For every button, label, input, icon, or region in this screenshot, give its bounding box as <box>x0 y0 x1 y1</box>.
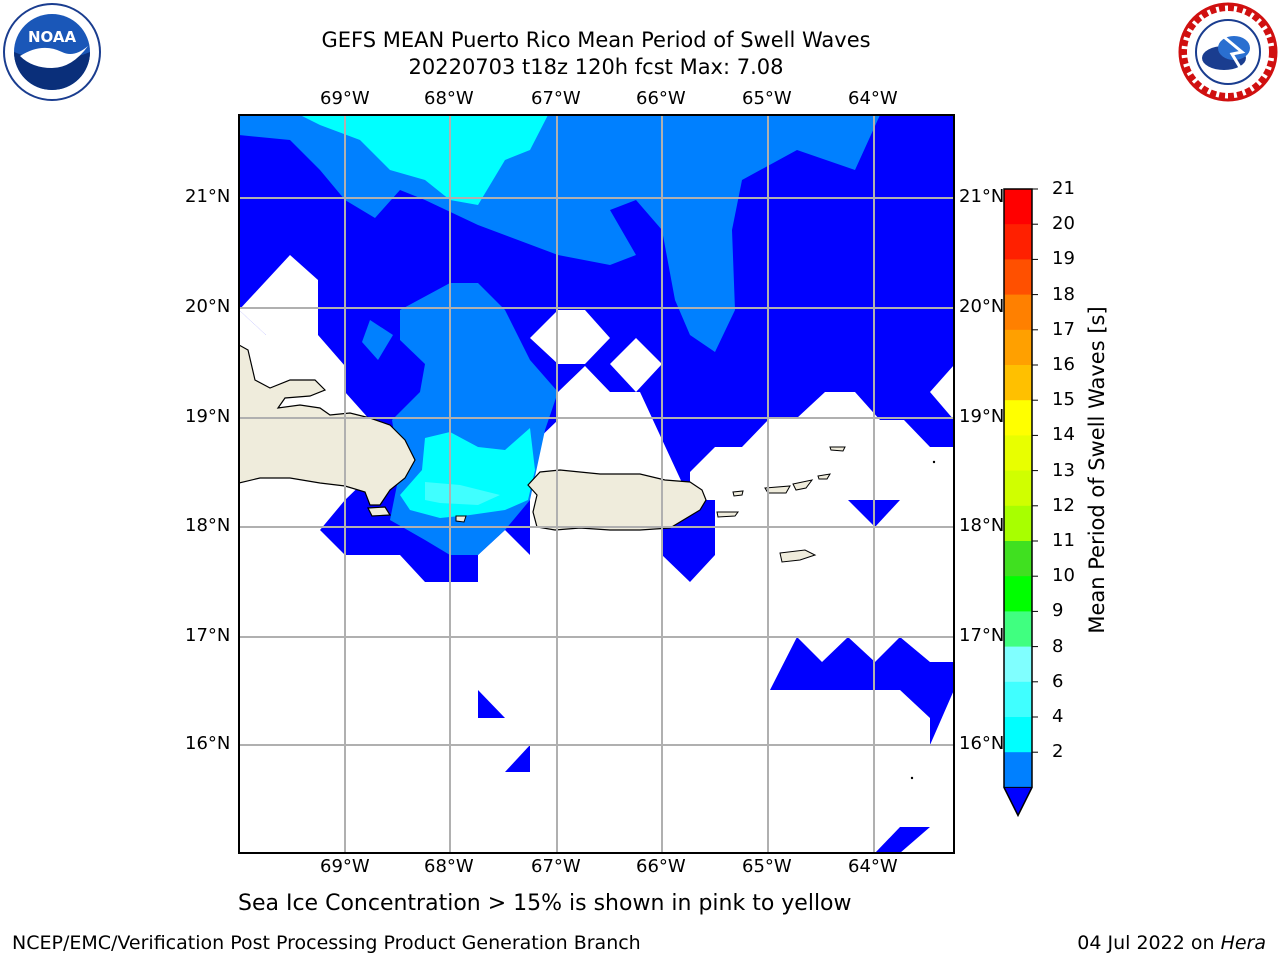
colorbar-tick-label: 21 <box>1052 178 1075 199</box>
run-machine: Hera <box>1220 932 1266 954</box>
lat-label-right: 16°N <box>959 733 1005 754</box>
lat-label-right: 18°N <box>959 515 1005 536</box>
swell-region-2-4 <box>239 115 880 352</box>
lon-label-top: 66°W <box>636 88 686 109</box>
swell-region-6-8 <box>425 482 500 505</box>
colorbar-tick-label: 17 <box>1052 318 1075 340</box>
colorbar-segment <box>1004 259 1032 296</box>
colorbar-outline <box>1003 188 1033 818</box>
colorbar-tick-label: 10 <box>1052 565 1075 587</box>
run-date-text: 04 Jul 2022 on <box>1077 932 1221 954</box>
lat-label-right: 17°N <box>959 625 1005 646</box>
map-title: GEFS MEAN Puerto Rico Mean Period of Swe… <box>321 28 871 52</box>
lon-label-top: 67°W <box>531 88 581 109</box>
colorbar-segment <box>1004 400 1032 436</box>
colorbar-tick-label: 15 <box>1052 389 1075 411</box>
colorbar <box>1003 188 1038 818</box>
svg-text:NOAA: NOAA <box>28 28 77 46</box>
map-frame <box>238 114 955 854</box>
colorbar-tick-label: 16 <box>1052 354 1075 375</box>
lat-label-right: 21°N <box>959 186 1005 207</box>
colorbar-segment <box>1004 224 1032 260</box>
lon-label-bottom: 69°W <box>320 856 370 877</box>
colorbar-tick-label: 14 <box>1052 424 1075 446</box>
colorbar-segment <box>1004 752 1032 788</box>
colorbar-tick-label: 6 <box>1052 670 1064 692</box>
colorbar-segment <box>1004 189 1032 225</box>
colorbar-tick-label: 9 <box>1052 600 1064 622</box>
noaa-logo: NOAA <box>3 3 101 101</box>
sea-ice-note: Sea Ice Concentration > 15% is shown in … <box>238 891 852 916</box>
credit-text: NCEP/EMC/Verification Post Processing Pr… <box>12 932 641 954</box>
colorbar-extend-arrow <box>1003 786 1033 817</box>
run-date: 04 Jul 2022 on Hera <box>1077 932 1266 954</box>
colorbar-segment <box>1004 611 1032 648</box>
lat-label-right: 20°N <box>959 296 1005 317</box>
lat-label-left: 16°N <box>185 733 231 754</box>
nws-logo <box>1178 2 1278 102</box>
colorbar-segment <box>1004 576 1032 612</box>
lon-label-top: 65°W <box>742 88 792 109</box>
colorbar-tick-label: 13 <box>1052 459 1075 481</box>
colorbar-segment <box>1004 294 1032 331</box>
colorbar-tick-label: 8 <box>1052 635 1064 657</box>
colorbar-tick-label: 20 <box>1052 213 1075 235</box>
lat-label-left: 20°N <box>185 296 231 317</box>
lon-label-bottom: 68°W <box>424 856 474 877</box>
map-gridlines <box>239 115 954 853</box>
lat-label-left: 18°N <box>185 515 231 536</box>
lon-label-bottom: 67°W <box>531 856 581 877</box>
lon-label-bottom: 65°W <box>742 856 792 877</box>
lat-label-right: 19°N <box>959 406 1005 427</box>
lat-label-left: 19°N <box>185 406 231 427</box>
colorbar-segment <box>1004 505 1032 542</box>
map-subtitle: 20220703 t18z 120h fcst Max: 7.08 <box>408 55 784 79</box>
lon-label-top: 68°W <box>424 88 474 109</box>
colorbar-tick-label: 19 <box>1052 248 1075 270</box>
colorbar-tick-label: 11 <box>1052 530 1075 551</box>
lon-label-top: 69°W <box>320 88 370 109</box>
colorbar-segment <box>1004 541 1032 577</box>
colorbar-segment <box>1004 435 1032 472</box>
lon-label-bottom: 64°W <box>848 856 898 877</box>
colorbar-label: Mean Period of Swell Waves [s] <box>1085 306 1109 634</box>
colorbar-tick-label: 12 <box>1052 494 1075 516</box>
lat-label-left: 21°N <box>185 186 231 207</box>
lon-label-bottom: 66°W <box>636 856 686 877</box>
colorbar-tick-label: 2 <box>1052 741 1064 763</box>
swell-region-4-6 <box>300 115 548 205</box>
colorbar-tick-label: 18 <box>1052 283 1075 305</box>
colorbar-segment <box>1004 470 1032 507</box>
lat-label-left: 17°N <box>185 625 231 646</box>
lon-label-top: 64°W <box>848 88 898 109</box>
colorbar-segment <box>1004 717 1032 753</box>
colorbar-segment <box>1004 646 1032 683</box>
map-field <box>239 115 954 853</box>
colorbar-segment <box>1004 365 1032 401</box>
colorbar-tick-label: 4 <box>1052 706 1064 727</box>
colorbar-segment <box>1004 329 1032 366</box>
colorbar-segment <box>1004 681 1032 718</box>
